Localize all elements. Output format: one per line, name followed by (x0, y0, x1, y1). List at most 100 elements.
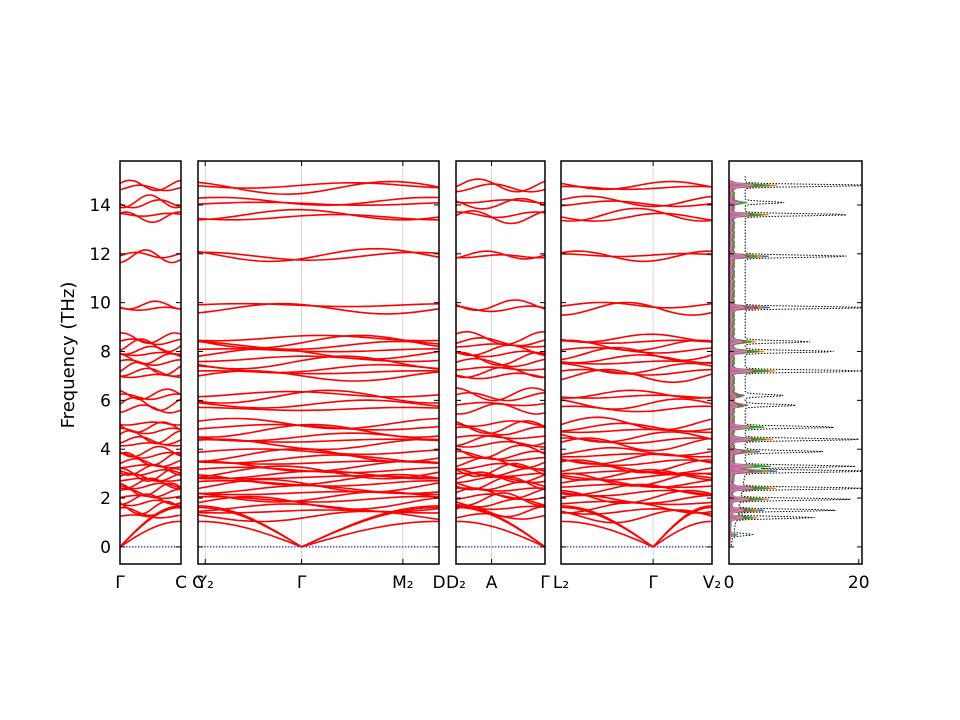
x-tick-label: C (175, 573, 187, 593)
band-line (119, 345, 182, 356)
band-line (455, 420, 546, 428)
band-line (197, 334, 440, 342)
band-line (197, 510, 440, 523)
x-tick-label: L₂ (553, 573, 569, 593)
band-line (119, 179, 182, 192)
acoustic-branch (301, 505, 440, 548)
x-tick-label: Γ (540, 573, 550, 593)
band-line (197, 347, 440, 353)
band-line (560, 459, 712, 474)
band-line (197, 208, 440, 221)
band-line (455, 366, 546, 371)
y-tick-label: 2 (100, 489, 111, 509)
band-line (560, 394, 713, 399)
acoustic-branch (197, 520, 302, 548)
band-line (455, 434, 546, 440)
y-axis: 0 2 4 6 8 10 12 14 (89, 196, 111, 558)
acoustic-branch (455, 520, 546, 548)
band-line (119, 184, 182, 192)
x-tick-label: C (192, 573, 204, 593)
band-line (560, 180, 713, 191)
band-line (456, 211, 546, 219)
band-line (560, 459, 713, 467)
dos-x-tick-label: 20 (848, 573, 870, 593)
x-tick-label: D (432, 573, 445, 593)
band-line (455, 476, 546, 491)
band-line (197, 448, 440, 456)
band-line (119, 249, 182, 264)
band-line (197, 399, 440, 409)
acoustic-branch (119, 520, 182, 548)
band-line (560, 437, 713, 452)
band-line (455, 330, 546, 346)
band-line (197, 182, 440, 189)
x-tick-label: M₂ (392, 573, 413, 593)
band-panel-1 (119, 179, 182, 548)
x-tick-label: V₂ (703, 573, 721, 593)
band-line (197, 417, 440, 430)
band-line (455, 420, 546, 435)
band-line (455, 198, 546, 204)
x-tick-label: A (486, 573, 498, 593)
band-line (197, 389, 440, 404)
band-line (561, 389, 713, 399)
band-line (119, 194, 182, 209)
band-line (198, 251, 440, 262)
band-line (455, 472, 545, 478)
acoustic-branch (197, 505, 303, 548)
y-tick-label: 6 (100, 391, 111, 411)
band-line (197, 473, 440, 486)
band-line (197, 406, 440, 412)
band-line (119, 212, 182, 218)
dos-layer (728, 176, 864, 548)
band-line (119, 468, 182, 476)
band-line (119, 388, 182, 401)
band-line (119, 421, 181, 426)
x-tick-label: Γ (297, 573, 307, 593)
partial-dos-3 (728, 179, 771, 548)
y-tick-label: 14 (89, 196, 111, 216)
partial-dos-2 (728, 179, 778, 548)
y-axis-title: Frequency (THz) (58, 282, 79, 429)
y-tick-label: 0 (100, 538, 111, 558)
band-line (560, 362, 713, 375)
x-axis-labels: Γ C CY₂ Γ M₂ D D₂ A Γ L₂ Γ V₂ 0 20 (115, 573, 869, 593)
band-line (455, 299, 546, 312)
band-line (119, 442, 182, 447)
x-tick-label: Y₂ (196, 573, 214, 593)
band-line (119, 467, 182, 483)
band-line (560, 405, 713, 413)
band-line (119, 300, 182, 310)
band-line (197, 201, 440, 206)
x-tick-label: Γ (648, 573, 658, 593)
band-line (119, 445, 182, 458)
x-tick-label: D₂ (446, 573, 466, 593)
y-tick-label: 10 (89, 294, 111, 314)
band-line (119, 199, 182, 209)
band-line (560, 207, 713, 222)
dos-panel-frame (728, 160, 863, 565)
y-tick-label: 4 (100, 440, 111, 460)
band-line (455, 178, 546, 193)
band-line (455, 456, 546, 462)
acoustic-branch (301, 520, 440, 548)
band-line (197, 423, 440, 439)
dos-x-tick-label: 0 (724, 573, 735, 593)
band-line (560, 346, 713, 362)
band-panel-frame (455, 160, 546, 565)
band-line (560, 398, 713, 410)
band-line (197, 363, 440, 374)
band-line (455, 492, 546, 507)
band-line (119, 451, 182, 467)
band-line (560, 354, 713, 364)
band-line (119, 211, 182, 224)
band-line (197, 196, 440, 207)
band-line (455, 450, 546, 461)
band-line (119, 396, 182, 412)
band-line (197, 390, 440, 398)
acoustic-branch (652, 520, 713, 548)
band-line (560, 346, 713, 354)
band-line (455, 493, 546, 501)
band-line (197, 213, 440, 221)
band-line (455, 336, 546, 347)
